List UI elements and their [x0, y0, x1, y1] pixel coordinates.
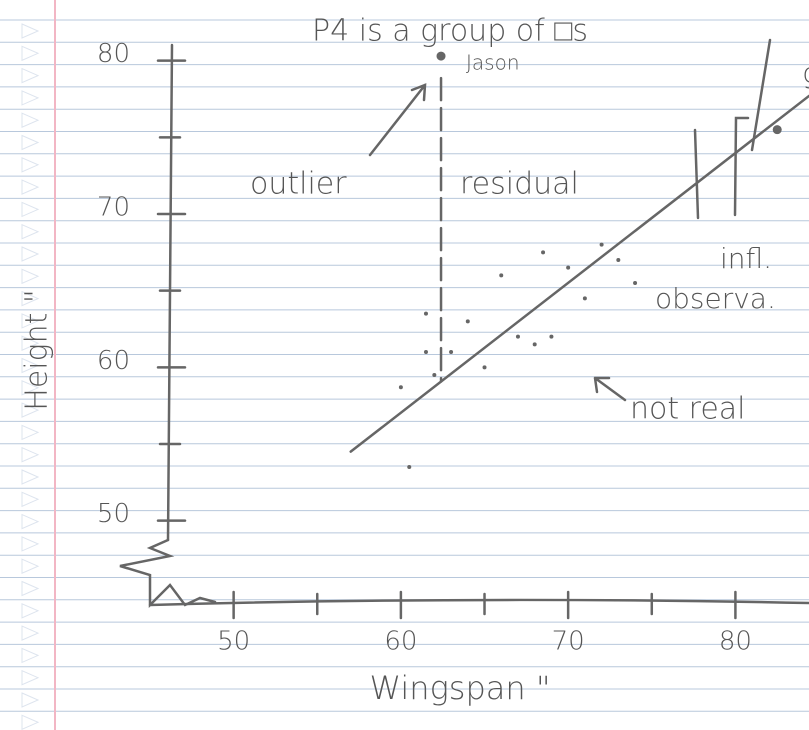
point: [541, 250, 545, 254]
point: [437, 52, 446, 61]
point-label: g: [802, 57, 809, 90]
point: [583, 296, 587, 300]
y-axis-label: Height ": [20, 289, 55, 410]
x-tick-label: 60: [384, 627, 417, 657]
point: [432, 373, 436, 377]
y-tick-label: 70: [97, 193, 130, 223]
y-tick-label: 60: [97, 346, 130, 376]
annotation: not real: [630, 392, 746, 427]
point: [483, 365, 487, 369]
point: [424, 312, 428, 316]
point: [633, 281, 637, 285]
point: [616, 258, 620, 262]
annotation: infl.: [720, 242, 772, 275]
point: [773, 125, 782, 134]
point: [600, 243, 604, 247]
y-tick-label: 50: [97, 499, 130, 529]
annotation: outlier: [250, 167, 347, 202]
point: [533, 342, 537, 346]
point: [466, 319, 470, 323]
y-tick-label: 80: [97, 39, 130, 69]
point: [566, 266, 570, 270]
page: P4 is a group of □s Wingspan " Height " …: [0, 0, 809, 730]
point-label: Jason: [466, 51, 520, 75]
x-tick-label: 50: [217, 627, 250, 657]
point: [407, 465, 411, 469]
annotation: residual: [460, 167, 579, 202]
x-tick-label: 80: [719, 627, 752, 657]
x-axis-label: Wingspan ": [369, 669, 550, 707]
point: [399, 385, 403, 389]
annotation: observa.: [655, 282, 776, 315]
point: [549, 335, 553, 339]
point: [499, 273, 503, 277]
chart-title: P4 is a group of □s: [312, 14, 588, 49]
x-tick-label: 70: [552, 627, 585, 657]
point: [424, 350, 428, 354]
point: [449, 350, 453, 354]
point: [516, 335, 520, 339]
